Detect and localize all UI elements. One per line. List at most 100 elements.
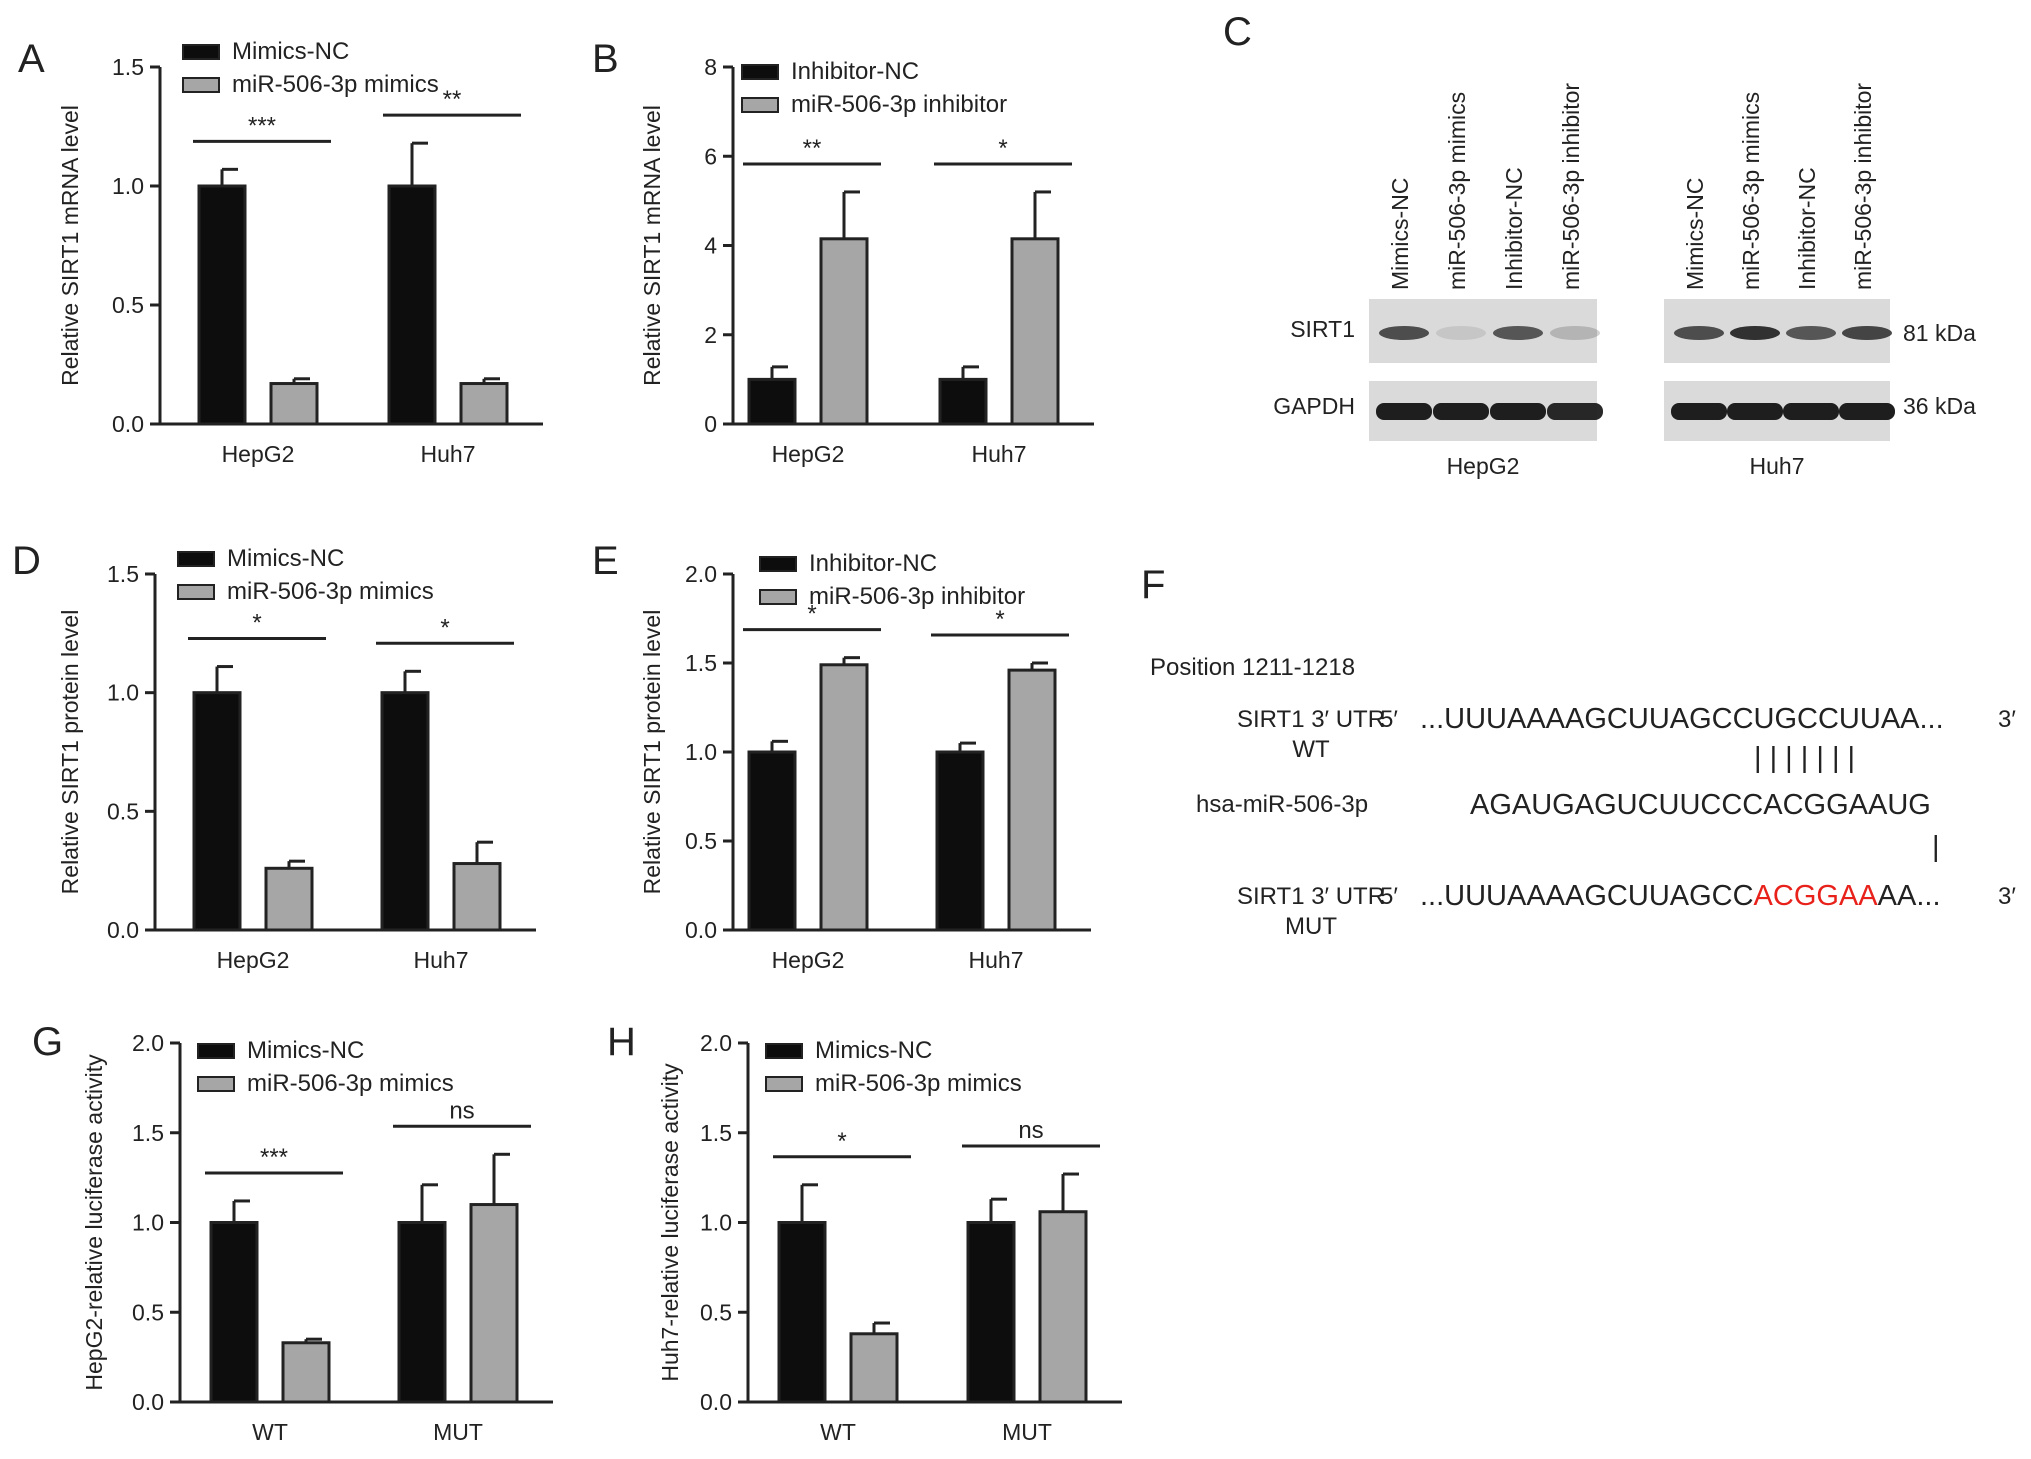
wt-five-prime: 5′ — [1380, 706, 1398, 733]
legend-swatch — [759, 589, 797, 605]
bar — [197, 184, 247, 426]
panel-letter-a: A — [18, 37, 45, 81]
legend-label: Mimics-NC — [815, 1037, 932, 1064]
y-tick-label: 1.0 — [700, 1210, 732, 1236]
y-tick-label: 0.0 — [685, 917, 717, 943]
chart-panel-h: 0.0 0.5 1.0 1.5 2.0 Huh7-relative luciferase … — [657, 1030, 1122, 1445]
significance-label: * — [807, 601, 816, 628]
bar — [269, 382, 319, 426]
wt-label-line1: SIRT1 3′ UTR — [1237, 706, 1385, 733]
wt-sequence: ...UUUAAAAGCUUAGCCUGCCUUAA... — [1420, 703, 1944, 735]
x-tick-label: HepG2 — [222, 441, 295, 467]
legend-label: miR-506-3p inhibitor — [791, 91, 1007, 118]
bar — [452, 862, 502, 932]
y-tick-label: 1.5 — [132, 1120, 164, 1146]
mut-label-line1: SIRT1 3′ UTR — [1237, 883, 1385, 910]
y-tick-label: 1.0 — [685, 739, 717, 765]
legend-label: miR-506-3p mimics — [227, 578, 434, 605]
blot-band-sirt1 — [1674, 326, 1724, 340]
bar — [281, 1341, 331, 1404]
blot-band-sirt1 — [1436, 326, 1486, 340]
blot-band-sirt1 — [1493, 326, 1543, 340]
mut-sequence-mutated-seed: ACGGAA — [1754, 880, 1879, 912]
bar — [192, 691, 242, 932]
legend-label: miR-506-3p mimics — [815, 1070, 1022, 1097]
y-tick-label: 1.5 — [112, 54, 144, 80]
legend-swatch — [197, 1043, 235, 1059]
significance-label: *** — [260, 1144, 288, 1171]
panel-letter-g: G — [32, 1020, 63, 1064]
y-axis-label: Relative SIRT1 mRNA level — [639, 105, 665, 386]
y-tick-label: 1.0 — [107, 680, 139, 706]
lane-label: Mimics-NC — [1682, 178, 1708, 290]
chart-panel-e: 0.0 0.5 1.0 1.5 2.0 Relative SIRT1 protein le… — [639, 550, 1091, 973]
panel-letter-h: H — [607, 1020, 636, 1064]
bar — [209, 1221, 259, 1404]
y-tick-label: 1.5 — [685, 650, 717, 676]
significance-label: ns — [1018, 1117, 1043, 1144]
blot-band-gapdh — [1433, 403, 1489, 420]
panel-letter-e: E — [592, 539, 619, 583]
blot-band-sirt1 — [1550, 326, 1600, 340]
blot-band-gapdh — [1783, 403, 1839, 420]
y-tick-label: 1.5 — [700, 1120, 732, 1146]
mut-sequence: ...UUUAAAAGCUUAGCCACGGAAAA... — [1420, 880, 1941, 912]
significance-label: * — [995, 606, 1004, 633]
mirna-sequence: AGAUGAGUCUUCCCACGGAAUG — [1470, 789, 1931, 821]
blot-size-gapdh: 36 kDa — [1903, 393, 1976, 419]
chart-panel-d: 0.0 0.5 1.0 1.5 Relative SIRT1 protein level… — [57, 545, 536, 973]
y-tick-label: 0.5 — [112, 292, 144, 318]
y-tick-label: 2 — [704, 322, 717, 348]
y-axis-label: Relative SIRT1 mRNA level — [57, 105, 83, 386]
blot-band-gapdh — [1547, 403, 1603, 420]
blot-band-gapdh — [1839, 403, 1895, 420]
blot-band-gapdh — [1727, 403, 1783, 420]
blot-band-gapdh — [1671, 403, 1727, 420]
y-tick-label: 2.0 — [685, 561, 717, 587]
lane-label: Inhibitor-NC — [1501, 167, 1527, 290]
y-axis-label: Huh7-relative luciferase activity — [657, 1063, 683, 1382]
bar — [1007, 668, 1057, 932]
blot-band-sirt1 — [1842, 326, 1892, 340]
blot-bands — [1376, 326, 1895, 420]
lane-label: Inhibitor-NC — [1794, 167, 1820, 290]
lane-label: Mimics-NC — [1387, 178, 1413, 290]
significance-label: * — [440, 614, 449, 641]
legend-swatch — [765, 1076, 803, 1092]
blot-cell-line-hepg2: HepG2 — [1447, 453, 1520, 479]
seed-pairing-marks: | | | | | | | — [1754, 742, 1855, 774]
x-tick-label: MUT — [1002, 1419, 1052, 1445]
y-axis-label: HepG2-relative luciferase activity — [81, 1054, 107, 1391]
blot-cell-line-huh7: Huh7 — [1750, 453, 1805, 479]
bar — [938, 377, 988, 426]
y-tick-label: 0.5 — [685, 828, 717, 854]
bar — [380, 691, 430, 932]
mut-sequence-prefix: ...UUUAAAAGCUUAGCC — [1420, 880, 1754, 912]
y-tick-label: 4 — [704, 233, 717, 259]
y-axis-label: Relative SIRT1 protein level — [57, 610, 83, 895]
wt-three-prime: 3′ — [1998, 706, 2016, 733]
bar — [1038, 1210, 1088, 1404]
x-tick-label: HepG2 — [217, 947, 290, 973]
bar — [264, 866, 314, 932]
mirna-label: hsa-miR-506-3p — [1196, 791, 1368, 818]
panel-letter-d: D — [12, 539, 41, 583]
y-tick-label: 0.0 — [107, 917, 139, 943]
blot-band-gapdh — [1376, 403, 1432, 420]
y-tick-label: 0.0 — [112, 411, 144, 437]
bar — [849, 1332, 899, 1404]
legend-swatch — [759, 556, 797, 572]
legend-label: Mimics-NC — [227, 545, 344, 572]
legend-swatch — [197, 1076, 235, 1092]
lane-label: miR-506-3p mimics — [1444, 92, 1470, 290]
bar — [819, 237, 869, 426]
y-axis-label: Relative SIRT1 protein level — [639, 610, 665, 895]
bar — [819, 663, 869, 932]
blot-lane-labels-huh7: Mimics-NC miR-506-3p mimics Inhibitor-NC… — [1682, 83, 1876, 290]
bar — [777, 1221, 827, 1404]
significance-label: *** — [248, 112, 276, 139]
y-tick-label: 6 — [704, 143, 717, 169]
legend-label: Mimics-NC — [247, 1037, 364, 1064]
x-tick-label: HepG2 — [772, 441, 845, 467]
x-tick-label: Huh7 — [972, 441, 1027, 467]
